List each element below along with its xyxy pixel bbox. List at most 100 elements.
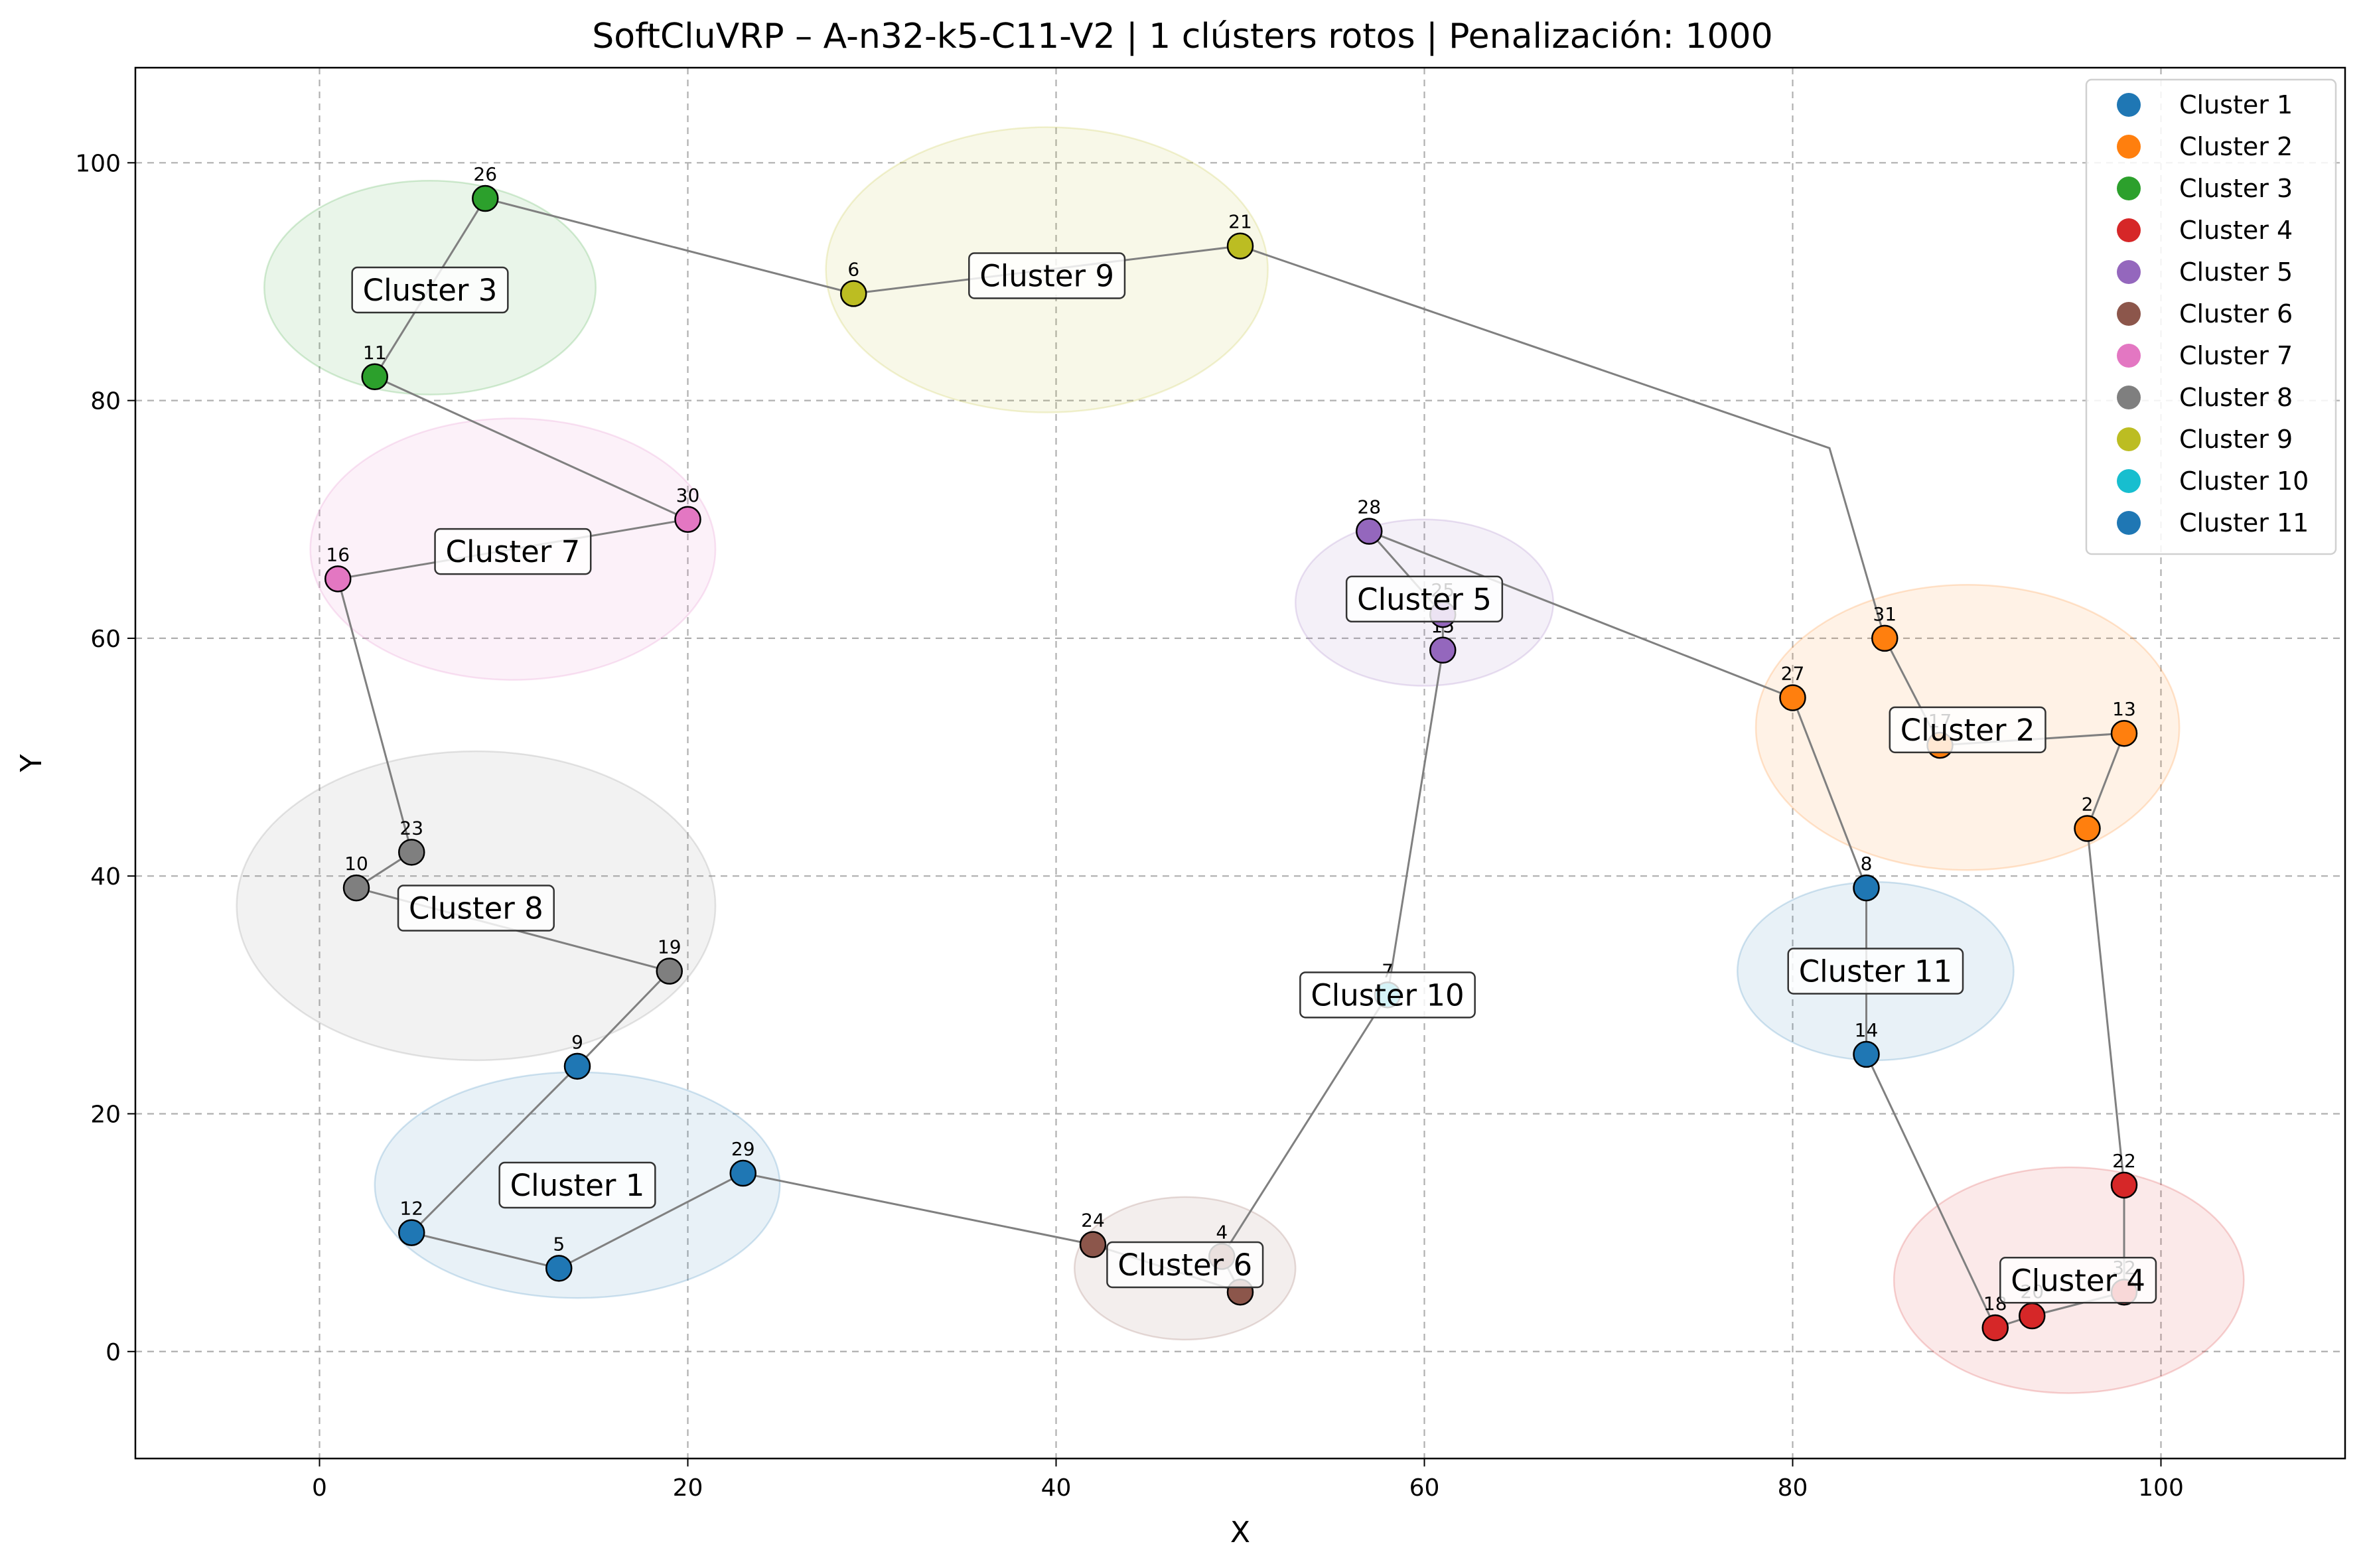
legend-marker — [2117, 469, 2141, 493]
y-tick-label: 20 — [90, 1101, 121, 1128]
x-tick-label: 20 — [673, 1474, 703, 1502]
legend-label: Cluster 9 — [2179, 425, 2293, 454]
node-id-label: 29 — [731, 1138, 755, 1160]
axis-ticks: 0 20 40 60 80 100 0 20 40 60 80 100 — [75, 150, 2184, 1502]
cluster-label: Cluster 5 — [1345, 575, 1504, 623]
legend-label: Cluster 3 — [2179, 174, 2293, 203]
customer-node — [1779, 684, 1806, 711]
customer-node — [1871, 624, 1899, 652]
customer-node — [398, 839, 425, 866]
node-id-label: 24 — [1081, 1210, 1105, 1232]
cluster-label-box — [1787, 948, 1964, 995]
node-id-label: 23 — [399, 817, 423, 839]
legend-marker — [2117, 135, 2141, 159]
node-id-label: 13 — [2112, 698, 2136, 720]
cluster-labels: Cluster 1 Cluster 2 Cluster 3 Cluster 4 Clus… — [351, 252, 2157, 1304]
cluster-label-text: Cluster 4 — [2011, 1263, 2145, 1298]
x-tick-label: 40 — [1041, 1474, 1072, 1502]
customer-node — [840, 280, 867, 307]
legend-marker — [2117, 218, 2141, 242]
legend-marker — [2117, 177, 2141, 200]
node-id-label: 28 — [1357, 496, 1381, 518]
cluster-label-text: Cluster 7 — [446, 534, 581, 569]
y-tick-label: 0 — [106, 1339, 121, 1366]
customer-node — [361, 363, 388, 391]
cluster-label-text: Cluster 9 — [979, 259, 1114, 294]
legend-marker — [2117, 260, 2141, 284]
cluster-label-box — [968, 252, 1126, 299]
cluster-label-text: Cluster 3 — [363, 273, 498, 308]
x-axis-label: X — [1230, 1516, 1250, 1549]
node-id-label: 5 — [553, 1233, 565, 1255]
cluster-label: Cluster 2 — [1889, 706, 2046, 754]
customer-node — [1981, 1314, 2009, 1342]
customer-node — [2074, 815, 2101, 842]
legend: Cluster 1 Cluster 2 Cluster 3 Cluster 4 Clus… — [2085, 78, 2337, 555]
customer-node — [324, 565, 352, 593]
cluster-label: Cluster 9 — [968, 252, 1126, 299]
legend-marker — [2117, 511, 2141, 535]
legend-label: Cluster 4 — [2179, 216, 2293, 245]
node-id-label: 21 — [1228, 211, 1252, 233]
customer-node — [1079, 1231, 1107, 1258]
customer-node — [1226, 232, 1254, 259]
legend-label: Cluster 11 — [2179, 508, 2309, 537]
x-tick-label: 60 — [1409, 1474, 1440, 1502]
customer-node — [656, 958, 683, 985]
legend-label: Cluster 6 — [2179, 299, 2293, 328]
x-tick-label: 0 — [312, 1474, 327, 1502]
node-id-label: 2 — [2082, 794, 2094, 816]
legend-marker — [2117, 93, 2141, 117]
node-id-label: 6 — [847, 258, 859, 280]
cluster-label-text: Cluster 6 — [1117, 1247, 1252, 1283]
customer-node — [2019, 1302, 2046, 1330]
cluster-label-text: Cluster 5 — [1357, 582, 1492, 617]
legend-label: Cluster 8 — [2179, 383, 2293, 412]
y-tick-label: 40 — [90, 863, 121, 891]
cluster-label-box — [1299, 971, 1476, 1019]
node-id-label: 4 — [1216, 1221, 1228, 1243]
cluster-label-text: Cluster 11 — [1799, 954, 1952, 989]
cluster-label: Cluster 6 — [1106, 1241, 1264, 1289]
y-axis-label: Y — [15, 754, 48, 772]
cluster-label: Cluster 1 — [498, 1161, 656, 1209]
legend-label: Cluster 7 — [2179, 341, 2293, 370]
customer-node — [545, 1255, 573, 1282]
node-id-label: 22 — [2112, 1150, 2136, 1172]
customer-node — [2110, 719, 2138, 747]
legend-marker — [2117, 344, 2141, 368]
legend-label: Cluster 2 — [2179, 132, 2293, 161]
cluster-label: Cluster 10 — [1299, 971, 1476, 1019]
customer-node — [472, 184, 499, 212]
customer-node — [1356, 518, 1383, 545]
node-id-label: 9 — [571, 1031, 583, 1053]
node-id-label: 31 — [1873, 603, 1897, 625]
x-tick-label: 80 — [1778, 1474, 1808, 1502]
cluster-label-text: Cluster 8 — [409, 891, 543, 926]
cluster-label-text: Cluster 1 — [510, 1168, 645, 1203]
y-tick-label: 60 — [90, 626, 121, 653]
customer-node — [1853, 1040, 1880, 1068]
cluster-label: Cluster 8 — [397, 885, 555, 932]
customer-node — [2110, 1171, 2138, 1199]
chart-title: SoftCluVRP – A-n32-k5-C11-V2 | 1 clúster… — [592, 17, 1772, 56]
customer-node — [1429, 636, 1457, 664]
customer-node — [729, 1159, 756, 1187]
plot-frame — [134, 66, 2346, 1460]
cluster-label-box — [498, 1161, 656, 1209]
cluster-label: Cluster 4 — [1999, 1257, 2157, 1304]
cluster-label: Cluster 11 — [1787, 948, 1964, 995]
node-id-label: 11 — [363, 342, 387, 364]
legend-box — [2085, 78, 2337, 555]
cluster-label-text: Cluster 2 — [1900, 713, 2035, 748]
legend-label: Cluster 1 — [2179, 90, 2293, 119]
cluster-label-box — [1106, 1241, 1264, 1289]
node-id-label: 16 — [326, 543, 350, 565]
legend-marker — [2117, 427, 2141, 451]
node-id-label: 12 — [399, 1198, 423, 1220]
cluster-label-text: Cluster 10 — [1311, 977, 1464, 1013]
cluster-label-box — [351, 266, 509, 314]
node-id-label: 14 — [1855, 1019, 1879, 1041]
node-id-label: 8 — [1861, 853, 1873, 875]
